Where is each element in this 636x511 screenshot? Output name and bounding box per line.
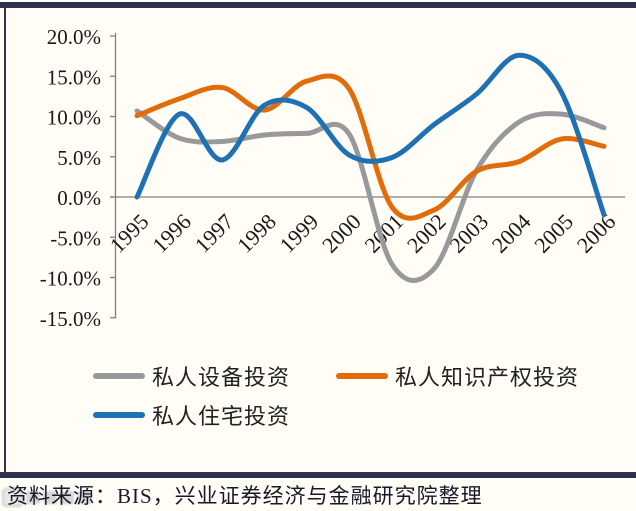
left-border-line [4,4,6,473]
x-axis-year-label: 1997 [190,209,239,258]
x-axis-year-label: 2005 [529,209,578,258]
x-axis-year-label: 2000 [317,209,366,258]
legend-item-intellectual-property: 私人知识产权投资 [336,360,579,392]
y-axis-tick-label: -10.0% [40,267,101,291]
x-axis-year-label: 1998 [232,209,281,258]
y-axis-tick-label: -5.0% [50,226,101,250]
series-line-2 [134,52,607,218]
x-axis-year-label: 2004 [487,209,536,258]
x-axis-year-label: 1999 [275,209,324,258]
legend-swatch-blue [93,412,145,418]
y-axis-tick-label: 0.0% [57,186,101,210]
bottom-border-line [0,472,636,478]
legend-item-residential: 私人住宅投资 [93,399,290,431]
y-axis-tick-label: 10.0% [47,106,101,130]
x-axis-year-label: 1996 [147,209,196,258]
legend-label: 私人设备投资 [152,365,291,390]
y-axis-tick-label: -15.0% [40,307,101,331]
legend-swatch-orange [336,373,388,379]
x-axis-year-label: 1995 [105,209,154,258]
x-axis-year-label: 2006 [572,209,621,258]
legend-item-equipment: 私人设备投资 [93,360,290,392]
top-border-line [0,2,636,8]
source-note: 资料来源：BIS，兴业证券经济与金融研究院整理 [7,484,483,508]
legend-label: 私人住宅投资 [152,404,291,429]
legend-swatch-gray [93,373,145,379]
investment-line-chart: 20.0% 15.0% 10.0% 5.0% 0.0% -5.0% -10.0% -15.0%… [40,25,625,331]
y-axis-tick-label: 15.0% [47,65,101,89]
y-axis-tick-label: 5.0% [57,146,101,170]
series-line-0 [134,108,607,283]
y-axis-tick-label: 20.0% [47,25,101,49]
series-line-1 [134,73,607,221]
legend-label: 私人知识产权投资 [395,365,580,390]
